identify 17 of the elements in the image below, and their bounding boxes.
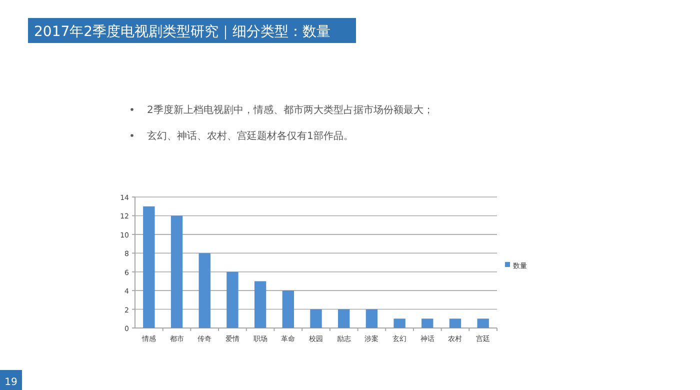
chart-title: 2017年2季度电视剧类型研究｜细分类型：数量 [34,24,331,40]
bar [338,309,350,328]
text: 19 [4,377,18,388]
bar [198,253,210,328]
bar [449,318,462,328]
text: 玄幻、神话、农村、宫廷题材各仅有1部作品。 [147,130,354,142]
bar [226,272,238,328]
bar [422,318,434,328]
bar [254,281,266,328]
bar [282,290,294,328]
text: 2季度新上档电视剧中，情感、都市两大类型占据市场份额最大； [147,104,434,116]
bar [366,309,378,328]
bar [170,216,183,328]
bar [143,206,155,328]
bar [394,318,406,328]
bar [310,309,322,328]
bar [477,318,489,328]
